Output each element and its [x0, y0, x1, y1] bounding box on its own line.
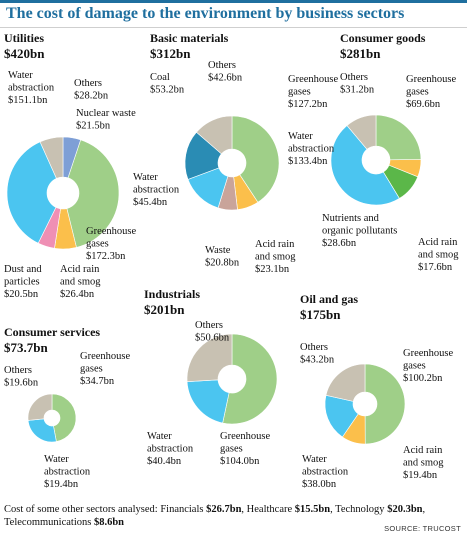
donut-basic-materials: Basic materials$312bn Greenhouse gases $127…: [133, 31, 338, 275]
slice-greenhouse-gases: [222, 333, 278, 425]
slice-water-abstraction: [186, 379, 230, 424]
slice-greenhouse-gases: [66, 139, 120, 248]
label-others: Others $31.2bn: [340, 72, 375, 96]
label-coal: Coal $53.2bn: [150, 72, 185, 96]
label-greenhouse-gases: Greenhouse gases $69.6bn: [406, 74, 456, 110]
donut-consumer-goods: Consumer goods$281bn Greenhouse gases $69.6…: [288, 31, 459, 273]
slice-others: [196, 115, 233, 155]
footer-item-healthcare: Healthcare $15.5bn: [246, 504, 331, 515]
slice-water-abstraction: [330, 125, 400, 206]
label-water-abstraction: Water abstraction $45.4bn: [133, 172, 180, 208]
slice-others: [325, 363, 366, 402]
label-greenhouse-gases: Greenhouse gases $34.7bn: [80, 351, 130, 387]
sector-name: Consumer goods: [340, 31, 426, 45]
label-others: Others $42.6bn: [208, 60, 243, 84]
sector-total: $312bn: [150, 46, 191, 61]
slice-water-abstraction: [324, 394, 359, 438]
label-nutrients-and-organic-pollutants: Nutrients and organic pollutants $28.6bn: [322, 213, 397, 249]
label-nuclear-waste: Nuclear waste $21.5bn: [76, 108, 136, 132]
sector-name: Basic materials: [150, 31, 229, 45]
label-dust-and-particles: Dust and particles $20.5bn: [4, 264, 42, 300]
slice-others: [186, 333, 233, 382]
donut-oil-and-gas: Oil and gas$175bn Greenhouse gases $100.2bn…: [300, 292, 453, 490]
source-credit: SOURCE: TRUCOST: [384, 524, 461, 533]
footer-note: Cost of some other sectors analysed: Fin…: [4, 504, 426, 528]
label-greenhouse-gases: Greenhouse gases $127.2bn: [288, 74, 338, 110]
slice-greenhouse-gases: [364, 363, 406, 445]
label-acid-rain-and-smog: Acid rain and smog $26.4bn: [60, 264, 101, 300]
footer-intro: Cost of some other sectors analysed:: [4, 504, 161, 515]
footer-item-telecommunications: Telecommunications $8.6bn: [4, 517, 125, 528]
slice-others: [346, 114, 377, 150]
slice-water-abstraction: [27, 418, 57, 443]
label-water-abstraction: Water abstraction $151.1bn: [8, 70, 55, 106]
label-waste: Waste $20.8bn: [205, 245, 240, 269]
label-greenhouse-gases: Greenhouse gases $100.2bn: [403, 348, 453, 384]
label-acid-rain-and-smog: Acid rain and smog $19.4bn: [403, 445, 444, 481]
donut-utilities: Utilities$420bn Nuclear waste $21.5bn Green…: [4, 31, 136, 300]
sector-total: $175bn: [300, 307, 341, 322]
label-greenhouse-gases: Greenhouse gases $104.0bn: [220, 431, 270, 467]
label-water-abstraction: Water abstraction $38.0bn: [302, 454, 349, 490]
label-acid-rain-and-smog: Acid rain and smog $17.6bn: [418, 237, 459, 273]
donut-consumer-services: Consumer services$73.7bn Greenhouse gases $…: [4, 325, 130, 490]
sector-total: $73.7bn: [4, 340, 48, 355]
sector-name: Industrials: [144, 287, 200, 301]
slice-greenhouse-gases: [51, 393, 77, 442]
sector-total: $420bn: [4, 46, 45, 61]
label-acid-rain-and-smog: Acid rain and smog $23.1bn: [255, 239, 296, 275]
slice-others: [27, 393, 53, 421]
sector-total: $281bn: [340, 46, 381, 61]
label-others: Others $28.2bn: [74, 78, 109, 102]
label-others: Others $19.6bn: [4, 365, 39, 389]
label-water-abstraction: Water abstraction $133.4bn: [288, 131, 335, 167]
chart-title: The cost of damage to the environment by…: [0, 0, 467, 28]
sector-name: Utilities: [4, 31, 44, 45]
sector-total: $201bn: [144, 302, 185, 317]
sector-name: Consumer services: [4, 325, 100, 339]
label-water-abstraction: Water abstraction $19.4bn: [44, 454, 91, 490]
footer-item-technology: Technology $20.3bn: [335, 504, 423, 515]
donut-charts: Utilities$420bn Nuclear waste $21.5bn Green…: [4, 31, 459, 490]
label-others: Others $43.2bn: [300, 342, 335, 366]
label-water-abstraction: Water abstraction $40.4bn: [147, 431, 194, 467]
label-others: Others $50.6bn: [195, 320, 230, 344]
sector-name: Oil and gas: [300, 292, 358, 306]
label-greenhouse-gases: Greenhouse gases $172.3bn: [86, 226, 136, 262]
footer-item-financials: Financials $26.7bn: [160, 504, 242, 515]
slice-others: [39, 136, 64, 179]
slice-water-abstraction: [6, 141, 57, 244]
donut-industrials: Industrials$201bn Greenhouse gases $104.0bn…: [144, 287, 278, 467]
slice-greenhouse-gases: [375, 114, 422, 161]
